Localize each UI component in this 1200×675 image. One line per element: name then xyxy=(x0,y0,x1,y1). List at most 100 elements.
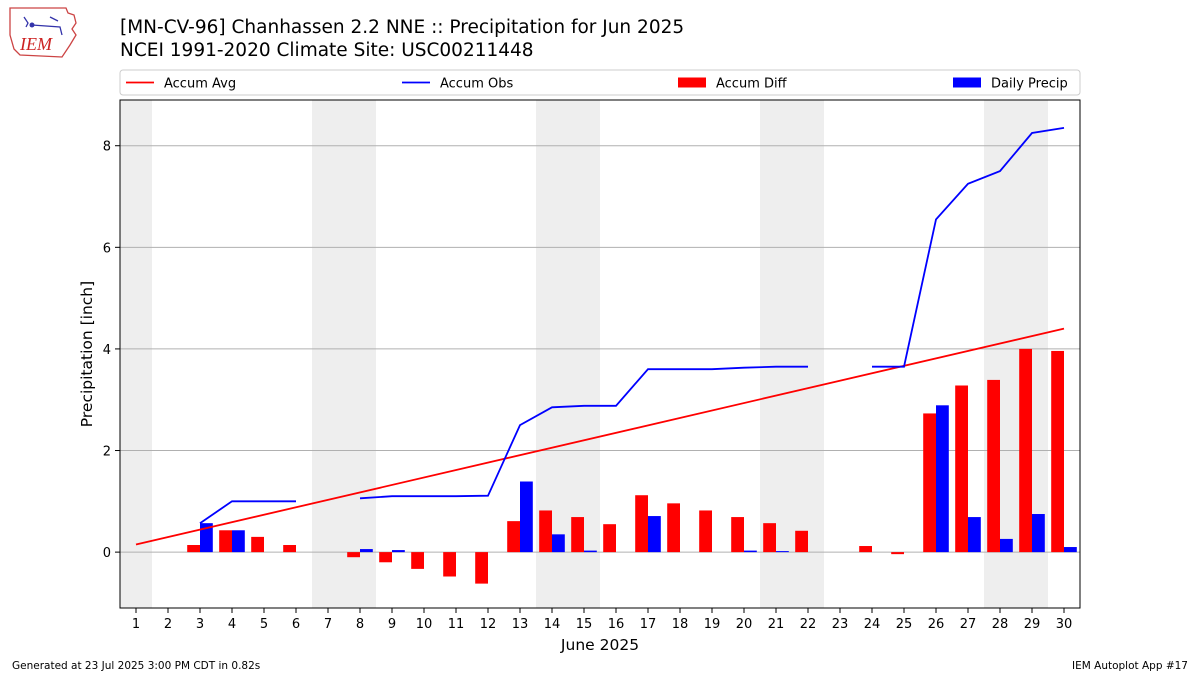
x-tick-label: 17 xyxy=(640,617,657,632)
x-tick-label: 2 xyxy=(164,617,172,632)
weekend-band xyxy=(312,100,376,608)
accum-diff-bar xyxy=(507,521,520,553)
y-tick-label: 2 xyxy=(103,445,111,460)
accum-diff-bar xyxy=(987,379,1000,553)
logo-text: IEM xyxy=(19,34,53,54)
iem-logo: IEM xyxy=(9,7,77,58)
legend-label: Accum Avg xyxy=(164,77,236,92)
x-tick-label: 27 xyxy=(960,617,977,632)
accum-diff-bar xyxy=(603,524,616,553)
footer-app: IEM Autoplot App #17 xyxy=(1072,660,1188,672)
x-axis-label: June 2025 xyxy=(560,636,639,654)
x-tick-label: 28 xyxy=(992,617,1009,632)
y-tick-label: 0 xyxy=(103,546,111,561)
x-tick-label: 6 xyxy=(292,617,300,632)
daily-precip-bar xyxy=(392,550,405,553)
legend-label: Accum Obs xyxy=(440,77,513,92)
y-tick-label: 8 xyxy=(103,140,111,155)
accum-diff-bar xyxy=(635,495,648,553)
weather-symbols-icon xyxy=(23,16,63,36)
daily-precip-bar xyxy=(584,550,597,553)
daily-precip-bar xyxy=(776,551,789,553)
accum-diff-bar xyxy=(923,413,936,553)
accum-diff-bar xyxy=(667,503,680,553)
accum-diff-bar xyxy=(1019,348,1032,553)
y-tick-label: 4 xyxy=(103,343,111,358)
accum-diff-bar xyxy=(1051,350,1064,553)
legend-box xyxy=(119,69,1081,96)
accum-diff-bar xyxy=(763,523,776,553)
x-tick-label: 19 xyxy=(704,617,721,632)
accum-diff-bar xyxy=(475,552,488,584)
accum-diff-bar xyxy=(699,510,712,553)
x-tick-label: 22 xyxy=(800,617,817,632)
x-tick-label: 26 xyxy=(928,617,945,632)
footer-generated: Generated at 23 Jul 2025 3:00 PM CDT in … xyxy=(12,660,261,672)
accum-diff-bar xyxy=(187,545,200,553)
x-tick-label: 20 xyxy=(736,617,753,632)
accum-diff-bar xyxy=(891,552,904,555)
x-tick-label: 4 xyxy=(228,617,236,632)
accum-diff-bar xyxy=(219,530,232,553)
accum-obs-line xyxy=(359,365,808,500)
x-tick-label: 3 xyxy=(196,617,204,632)
x-tick-label: 30 xyxy=(1056,617,1073,632)
x-tick-label: 8 xyxy=(356,617,364,632)
chart-subtitle: NCEI 1991-2020 Climate Site: USC00211448 xyxy=(120,40,534,61)
accum-diff-bar xyxy=(539,510,552,553)
x-tick-label: 16 xyxy=(608,617,625,632)
accum-diff-bar xyxy=(251,536,264,553)
daily-precip-bar xyxy=(520,481,533,553)
x-tick-label: 24 xyxy=(864,617,881,632)
x-tick-label: 13 xyxy=(512,617,529,632)
y-tick-label: 6 xyxy=(103,241,111,256)
x-tick-label: 25 xyxy=(896,617,913,632)
accum-diff-bar xyxy=(955,385,968,553)
legend-swatch xyxy=(678,77,706,88)
accum-diff-bar xyxy=(571,517,584,553)
accum-avg-line xyxy=(135,327,1065,546)
accum-obs-line xyxy=(199,500,296,524)
accum-diff-bar xyxy=(443,552,456,577)
daily-precip-bar xyxy=(936,405,949,553)
legend-label: Accum Diff xyxy=(716,77,788,92)
x-tick-label: 7 xyxy=(324,617,332,632)
daily-precip-bar xyxy=(360,549,373,553)
x-tick-label: 12 xyxy=(480,617,497,632)
daily-precip-bar xyxy=(648,516,661,553)
legend-swatch xyxy=(953,77,981,88)
accum-diff-bar xyxy=(795,530,808,553)
daily-precip-bar xyxy=(1064,547,1077,553)
y-axis-label: Precipitation [inch] xyxy=(78,281,96,427)
x-tick-label: 15 xyxy=(576,617,593,632)
plot-frame xyxy=(119,99,1081,609)
daily-precip-bar xyxy=(744,550,757,553)
x-tick-label: 18 xyxy=(672,617,689,632)
x-tick-label: 11 xyxy=(448,617,465,632)
x-tick-label: 14 xyxy=(544,617,561,632)
accum-diff-bar xyxy=(379,552,392,563)
accum-diff-bar xyxy=(411,552,424,569)
legend-label: Daily Precip xyxy=(991,77,1068,92)
daily-precip-bar xyxy=(232,530,245,553)
daily-precip-bar xyxy=(968,517,981,553)
x-tick-label: 29 xyxy=(1024,617,1041,632)
accum-diff-bar xyxy=(347,552,360,558)
x-tick-label: 23 xyxy=(832,617,849,632)
accum-diff-bar xyxy=(859,546,872,553)
x-tick-label: 9 xyxy=(388,617,396,632)
x-tick-label: 10 xyxy=(416,617,433,632)
x-tick-label: 21 xyxy=(768,617,785,632)
weekend-band xyxy=(120,100,152,608)
x-tick-label: 5 xyxy=(260,617,268,632)
x-tick-label: 1 xyxy=(132,617,140,632)
chart-title: [MN-CV-96] Chanhassen 2.2 NNE :: Precipi… xyxy=(120,17,685,38)
daily-precip-bar xyxy=(552,534,565,553)
daily-precip-bar xyxy=(1000,538,1013,553)
accum-diff-bar xyxy=(731,517,744,553)
accum-obs-line xyxy=(872,127,1065,368)
daily-precip-bar xyxy=(1032,514,1045,553)
daily-precip-bar xyxy=(200,523,213,553)
accum-diff-bar xyxy=(283,545,296,553)
